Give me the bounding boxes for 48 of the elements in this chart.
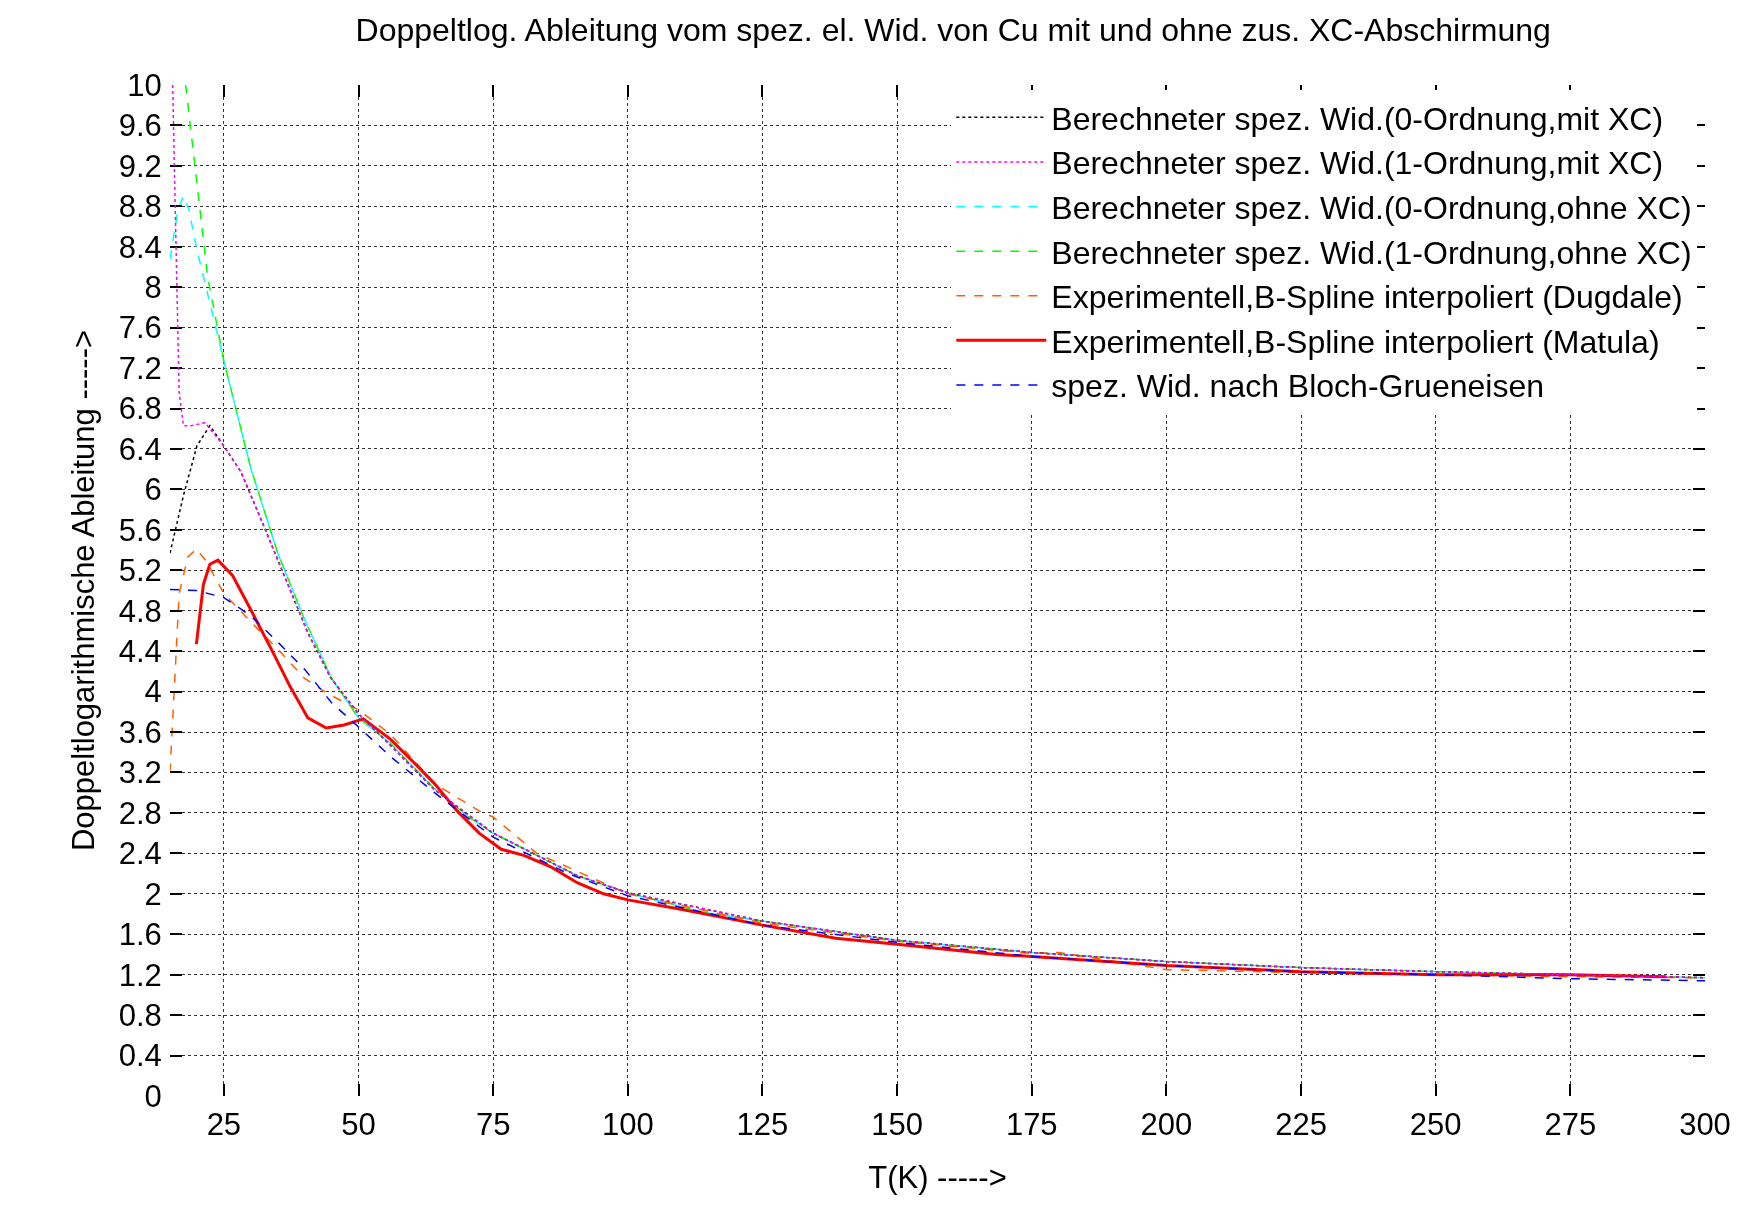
y-tick-label: 5.2 bbox=[118, 553, 162, 589]
legend-label: Berechneter spez. Wid.(1-Ordnung,mit XC) bbox=[1051, 145, 1664, 182]
y-tick-label: 3.6 bbox=[118, 714, 162, 750]
x-tick-label: 75 bbox=[475, 1107, 511, 1143]
x-axis-title: T(K) -----> bbox=[868, 1159, 1007, 1195]
y-tick-label: 6.8 bbox=[118, 391, 162, 427]
x-tick-label: 275 bbox=[1544, 1107, 1597, 1143]
x-tick-label: 200 bbox=[1140, 1107, 1193, 1143]
x-tick-label: 50 bbox=[341, 1107, 376, 1143]
x-tick-label: 225 bbox=[1275, 1107, 1327, 1143]
y-tick-label: 4 bbox=[144, 674, 162, 710]
y-tick-label: 2 bbox=[144, 876, 162, 912]
y-tick-label: 6 bbox=[144, 472, 162, 508]
legend-label: Berechneter spez. Wid.(1-Ordnung,ohne XC) bbox=[1051, 234, 1692, 271]
y-axis-title: Doppeltlogarithmische Ableitung -----> bbox=[65, 329, 101, 852]
y-tick-label: 4.8 bbox=[118, 593, 162, 629]
y-tick-label: 7.2 bbox=[118, 350, 162, 386]
x-tick-label: 300 bbox=[1679, 1107, 1731, 1143]
x-tick-label: 100 bbox=[601, 1107, 654, 1143]
x-tick-label: 250 bbox=[1409, 1107, 1462, 1143]
y-tick-label: 9.6 bbox=[118, 108, 162, 144]
y-tick-label: 9.2 bbox=[118, 148, 162, 184]
y-tick-label: 6.4 bbox=[118, 431, 162, 467]
legend-label: Berechneter spez. Wid.(0-Ordnung,mit XC) bbox=[1051, 100, 1664, 137]
y-tick-label: 7.6 bbox=[118, 310, 162, 346]
x-tick-label: 175 bbox=[1005, 1107, 1058, 1143]
y-tick-label: 8.4 bbox=[118, 229, 162, 265]
chart-title: Doppeltlog. Ableitung vom spez. el. Wid. von Cu mit und ohne zus. XC-Abschirmung bbox=[355, 11, 1551, 48]
y-tick-label: 0.8 bbox=[118, 997, 162, 1033]
legend-label: Experimentell,B-Spline interpoliert (Dugdale) bbox=[1051, 279, 1683, 316]
y-tick-label: 4.4 bbox=[118, 634, 162, 670]
y-tick-label: 0 bbox=[144, 1078, 162, 1114]
x-tick-label: 25 bbox=[206, 1107, 242, 1143]
y-tick-label: 8 bbox=[144, 270, 162, 306]
y-tick-label: 1.2 bbox=[118, 957, 162, 993]
y-tick-label: 10 bbox=[127, 67, 162, 103]
y-tick-label: 3.2 bbox=[118, 755, 162, 791]
legend-label: spez. Wid. nach Bloch-Grueneisen bbox=[1051, 368, 1545, 405]
legend-label: Berechneter spez. Wid.(0-Ordnung,ohne XC) bbox=[1051, 190, 1692, 227]
y-tick-label: 8.8 bbox=[118, 189, 162, 225]
y-tick-label: 5.6 bbox=[118, 512, 162, 548]
y-tick-label: 0.4 bbox=[118, 1038, 162, 1074]
x-tick-label: 125 bbox=[736, 1107, 789, 1143]
x-tick-label: 150 bbox=[871, 1107, 923, 1143]
legend-label: Experimentell,B-Spline interpoliert (Matula) bbox=[1051, 323, 1660, 360]
y-tick-label: 1.6 bbox=[118, 917, 162, 953]
y-tick-label: 2.8 bbox=[118, 795, 162, 831]
y-tick-label: 2.4 bbox=[118, 836, 162, 872]
